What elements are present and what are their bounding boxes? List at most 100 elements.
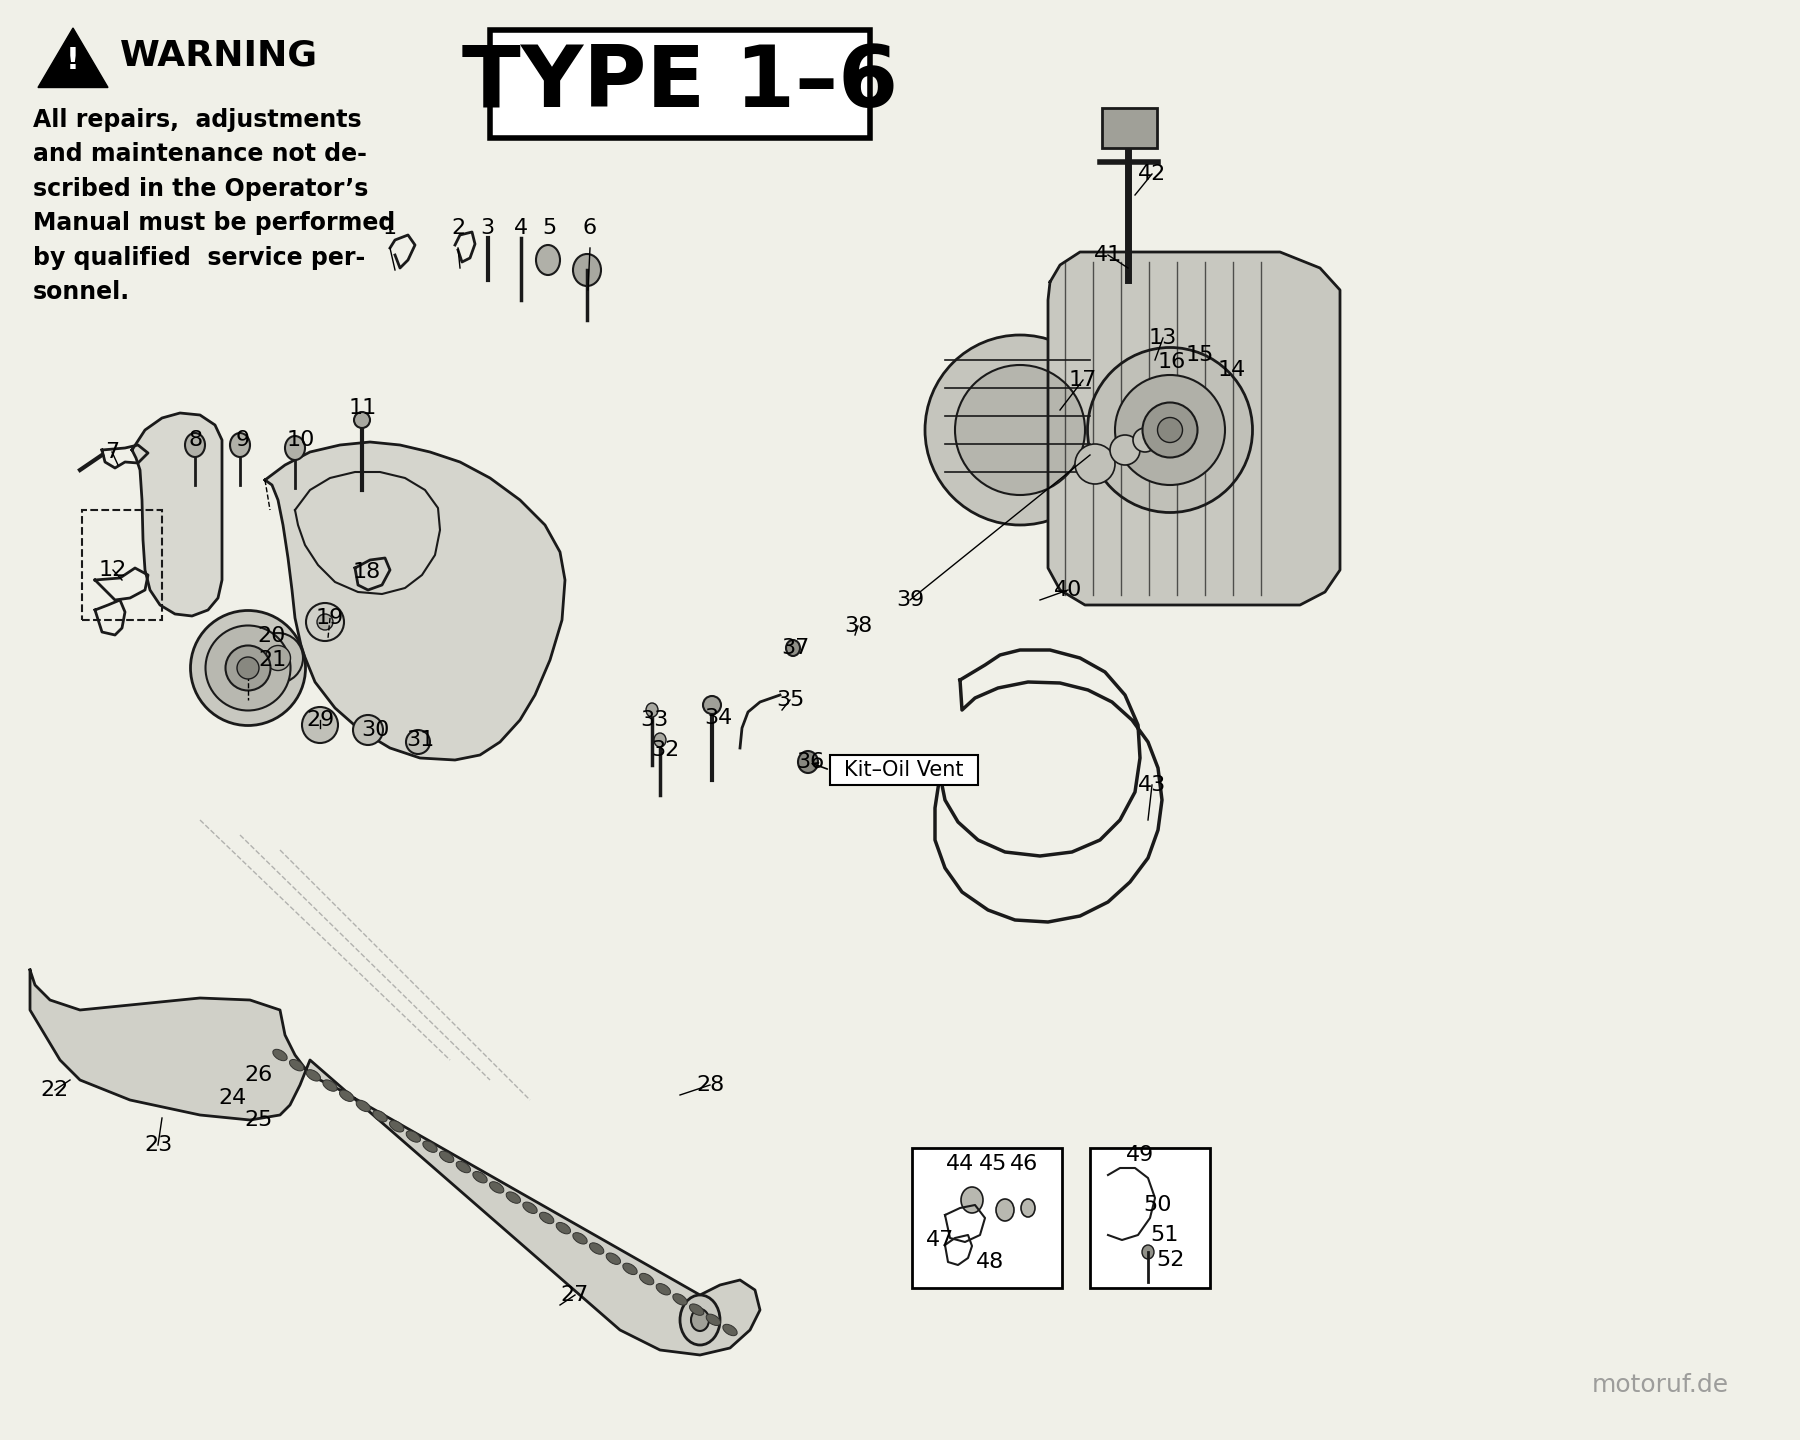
Ellipse shape [266,645,290,671]
Ellipse shape [302,707,338,743]
Polygon shape [31,971,760,1355]
Text: Kit–Oil Vent: Kit–Oil Vent [844,760,963,780]
Text: TYPE 1–6: TYPE 1–6 [463,43,898,125]
Ellipse shape [373,1110,387,1122]
Text: 51: 51 [1150,1225,1179,1246]
Ellipse shape [290,1060,304,1071]
Ellipse shape [1114,374,1226,485]
Bar [913,1148,1062,1287]
Ellipse shape [1111,435,1139,465]
Ellipse shape [680,1295,720,1345]
Text: 11: 11 [349,397,378,418]
Ellipse shape [490,1182,504,1194]
Text: 4: 4 [515,217,527,238]
Text: 13: 13 [1148,328,1177,348]
Text: All repairs,  adjustments
and maintenance not de-
scribed in the Operator’s
Manu: All repairs, adjustments and maintenance… [32,108,396,304]
Ellipse shape [407,1130,421,1142]
Ellipse shape [1157,418,1183,442]
Bar [830,755,977,785]
Text: 24: 24 [220,1089,247,1107]
Text: 48: 48 [976,1251,1004,1272]
Ellipse shape [1143,403,1197,458]
Ellipse shape [1075,444,1114,484]
Text: 47: 47 [925,1230,954,1250]
Text: 23: 23 [144,1135,173,1155]
Ellipse shape [1087,347,1253,513]
Ellipse shape [1021,1200,1035,1217]
Ellipse shape [317,613,333,631]
Ellipse shape [322,1080,337,1092]
Ellipse shape [556,1223,571,1234]
Ellipse shape [956,364,1085,495]
Text: 15: 15 [1186,346,1215,364]
Ellipse shape [623,1263,637,1274]
Text: 14: 14 [1219,360,1246,380]
Bar [1091,1148,1210,1287]
Ellipse shape [673,1293,688,1305]
Text: 37: 37 [781,638,810,658]
Text: 5: 5 [542,217,556,238]
Ellipse shape [455,1161,470,1172]
Ellipse shape [536,245,560,275]
Text: 39: 39 [896,590,923,611]
Text: 9: 9 [236,431,250,449]
Text: 52: 52 [1156,1250,1184,1270]
Text: 20: 20 [257,626,286,647]
Ellipse shape [284,436,304,459]
Text: WARNING: WARNING [121,39,319,73]
Text: 10: 10 [286,431,315,449]
Ellipse shape [1141,1246,1154,1259]
Ellipse shape [925,336,1114,526]
Ellipse shape [439,1151,454,1162]
Ellipse shape [506,1192,520,1204]
Ellipse shape [473,1172,488,1182]
Bar [1102,108,1157,148]
Text: 6: 6 [583,217,598,238]
Ellipse shape [423,1140,437,1152]
Text: 8: 8 [189,431,203,449]
Text: 25: 25 [245,1110,274,1130]
Bar [490,30,869,138]
Text: 44: 44 [945,1153,974,1174]
Text: 30: 30 [360,720,389,740]
Text: 50: 50 [1143,1195,1172,1215]
Ellipse shape [706,1315,720,1325]
Ellipse shape [274,1050,288,1061]
Ellipse shape [639,1273,653,1284]
Text: 43: 43 [1138,775,1166,795]
Text: 34: 34 [704,708,733,729]
Ellipse shape [689,1305,704,1315]
Text: 19: 19 [315,608,344,628]
Text: !: ! [67,46,79,75]
Ellipse shape [797,752,817,773]
Text: 38: 38 [844,616,873,636]
Ellipse shape [389,1120,403,1132]
Ellipse shape [646,703,659,717]
Ellipse shape [355,412,371,428]
Ellipse shape [724,1325,738,1336]
Ellipse shape [353,716,383,744]
Text: 26: 26 [245,1066,274,1084]
Text: 28: 28 [697,1076,724,1094]
Text: 29: 29 [306,710,335,730]
Ellipse shape [522,1202,536,1214]
Text: 32: 32 [652,740,679,760]
Ellipse shape [356,1100,371,1112]
Ellipse shape [540,1212,554,1224]
Ellipse shape [225,645,270,691]
Text: 21: 21 [257,649,286,670]
Text: 36: 36 [796,752,824,772]
Bar [83,510,162,621]
Polygon shape [1048,252,1339,605]
Text: 12: 12 [99,560,128,580]
Text: 16: 16 [1157,351,1186,372]
Text: 40: 40 [1053,580,1082,600]
Ellipse shape [572,253,601,287]
Text: 3: 3 [481,217,493,238]
Text: 42: 42 [1138,164,1166,184]
Ellipse shape [306,603,344,641]
Polygon shape [265,442,565,760]
Ellipse shape [787,639,799,657]
Ellipse shape [657,1283,671,1295]
Ellipse shape [1132,428,1157,452]
